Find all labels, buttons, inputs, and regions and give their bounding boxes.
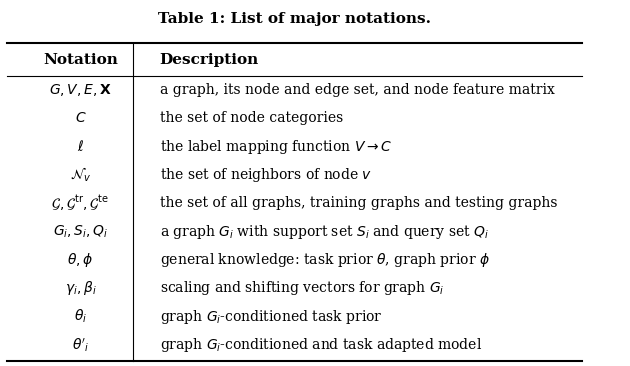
Text: Description: Description (159, 52, 259, 67)
Text: $\gamma_i, \beta_i$: $\gamma_i, \beta_i$ (64, 279, 96, 297)
Text: $\theta, \phi$: $\theta, \phi$ (67, 251, 94, 269)
Text: Table 1: List of major notations.: Table 1: List of major notations. (158, 12, 431, 26)
Text: $\mathcal{G}, \mathcal{G}^{\mathrm{tr}}, \mathcal{G}^{\mathrm{te}}$: $\mathcal{G}, \mathcal{G}^{\mathrm{tr}},… (52, 194, 110, 213)
Text: general knowledge: task prior $\theta$, graph prior $\phi$: general knowledge: task prior $\theta$, … (159, 251, 490, 269)
Text: graph $G_i$-conditioned task prior: graph $G_i$-conditioned task prior (159, 308, 382, 326)
Text: $G, V, E, \mathbf{X}$: $G, V, E, \mathbf{X}$ (49, 82, 112, 98)
Text: the set of node categories: the set of node categories (159, 111, 343, 125)
Text: $\mathcal{N}_v$: $\mathcal{N}_v$ (70, 166, 91, 184)
Text: $\theta_i$: $\theta_i$ (74, 308, 87, 325)
Text: the set of all graphs, training graphs and testing graphs: the set of all graphs, training graphs a… (159, 196, 557, 210)
Text: Notation: Notation (43, 52, 118, 67)
Text: graph $G_i$-conditioned and task adapted model: graph $G_i$-conditioned and task adapted… (159, 336, 482, 354)
Text: a graph, its node and edge set, and node feature matrix: a graph, its node and edge set, and node… (159, 83, 554, 97)
Text: the label mapping function $V \rightarrow C$: the label mapping function $V \rightarro… (159, 138, 392, 156)
Text: $C$: $C$ (75, 111, 86, 125)
Text: $\ell$: $\ell$ (77, 139, 84, 154)
Text: scaling and shifting vectors for graph $G_i$: scaling and shifting vectors for graph $… (159, 279, 444, 297)
Text: a graph $G_i$ with support set $S_i$ and query set $Q_i$: a graph $G_i$ with support set $S_i$ and… (159, 223, 489, 241)
Text: $\theta'_i$: $\theta'_i$ (72, 336, 89, 354)
Text: the set of neighbors of node $v$: the set of neighbors of node $v$ (159, 166, 372, 184)
Text: $G_i, S_i, Q_i$: $G_i, S_i, Q_i$ (53, 224, 108, 240)
